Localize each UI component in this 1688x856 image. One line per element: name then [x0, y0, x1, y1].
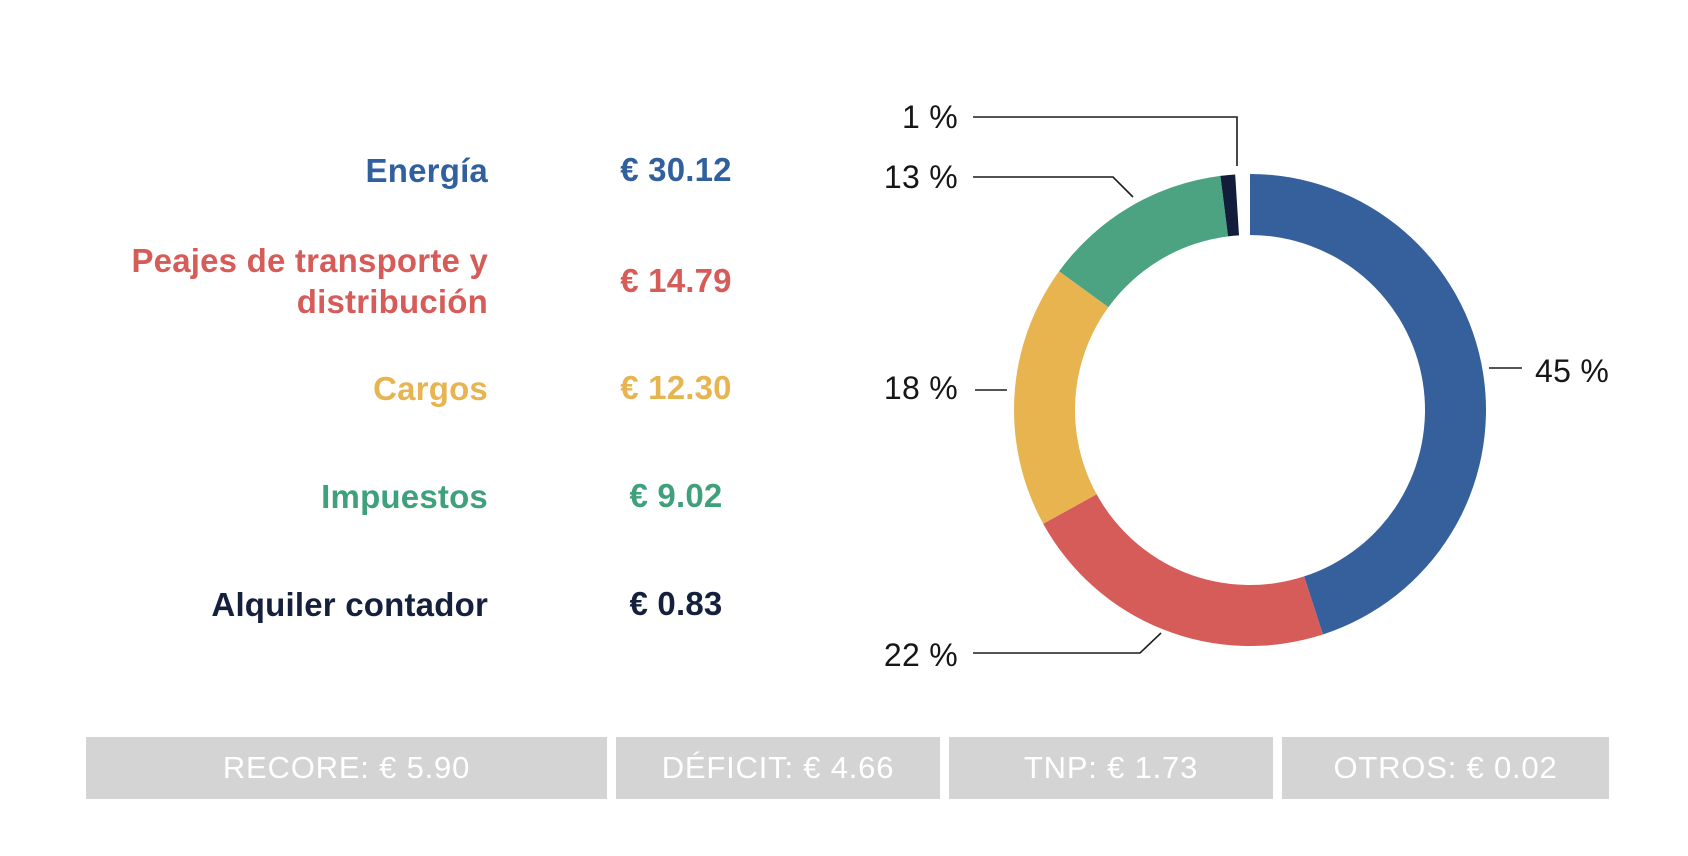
footer-cell-tnp: TNP: € 1.73	[949, 737, 1273, 799]
legend-value: € 30.12	[620, 151, 732, 188]
percent-label-4: 1 %	[901, 98, 958, 135]
legend-label: Peajes de transporte y distribución	[131, 242, 488, 320]
percent-label-1: 22 %	[883, 636, 958, 673]
donut-slice-1	[1043, 494, 1323, 646]
legend-row: Peajes de transporte y distribución € 14.…	[0, 231, 800, 331]
legend-label: Alquiler contador	[211, 585, 488, 623]
footer-cell-recore: RECORE: € 5.90	[86, 737, 607, 799]
percent-label-2: 18 %	[883, 369, 958, 406]
donut-slice-0	[1250, 174, 1486, 635]
legend-value: € 0.83	[629, 585, 723, 622]
donut-slice-2	[1014, 271, 1109, 524]
legend-row: Impuestos € 9.02	[0, 446, 800, 546]
legend-row: Alquiler contador € 0.83	[0, 554, 800, 654]
footer-strip: RECORE: € 5.90 DÉFICIT: € 4.66 TNP: € 1.73…	[86, 737, 1609, 799]
footer-cell-d-ficit: DÉFICIT: € 4.66	[616, 737, 940, 799]
leader-line-4	[973, 116, 1238, 166]
percent-label-0: 45 %	[1535, 352, 1610, 389]
donut-chart	[1014, 174, 1486, 646]
legend-row: Energía € 30.12	[0, 120, 800, 220]
footer-cell-otros: OTROS: € 0.02	[1282, 737, 1609, 799]
legend-label: Cargos	[373, 369, 488, 407]
legend-row: Cargos € 12.30	[0, 338, 800, 438]
legend-value: € 12.30	[620, 369, 732, 406]
donut-slice-4	[1220, 174, 1240, 237]
legend-label: Energía	[365, 151, 488, 189]
donut-slice-3	[1059, 175, 1229, 308]
legend-value: € 14.79	[620, 262, 732, 299]
percent-label-3: 13 %	[883, 158, 958, 195]
legend-label: Impuestos	[321, 477, 488, 515]
legend-value: € 9.02	[629, 477, 723, 514]
